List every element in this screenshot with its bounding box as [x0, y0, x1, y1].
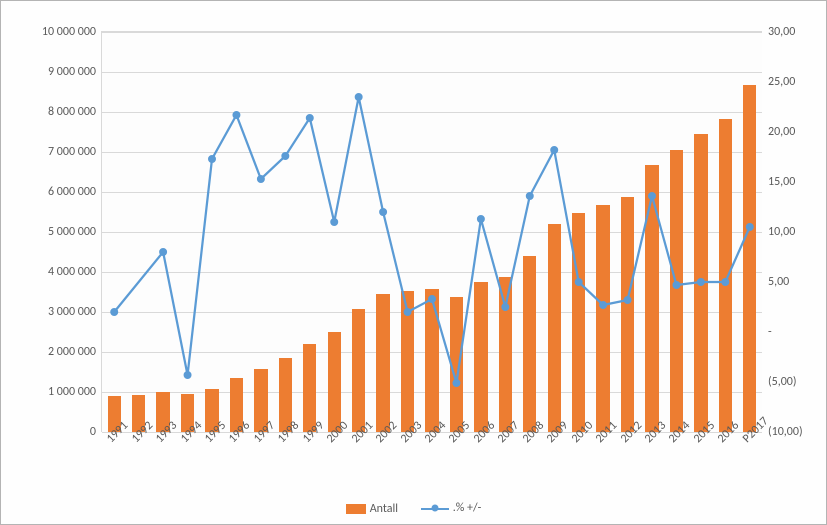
y-axis-left-tick: 8 000 000 — [16, 105, 102, 119]
legend-label-bar: Antall — [370, 502, 398, 516]
legend-item-bar: Antall — [346, 502, 398, 516]
y-axis-left-tick: 0 — [16, 425, 102, 439]
y-axis-right-tick: 5,00 — [762, 275, 827, 289]
y-axis-right-tick: 10,00 — [762, 225, 827, 239]
y-axis-right-tick: (10,00) — [762, 425, 827, 439]
legend-item-line: .% +/- — [421, 501, 482, 515]
y-axis-left-tick: 2 000 000 — [16, 345, 102, 359]
y-axis-left-tick: 7 000 000 — [16, 145, 102, 159]
legend-label-line: .% +/- — [453, 501, 482, 515]
legend-swatch-line — [421, 502, 449, 514]
y-axis-left-tick: 10 000 000 — [16, 25, 102, 39]
y-axis-left-tick: 5 000 000 — [16, 225, 102, 239]
y-axis-left-tick: 3 000 000 — [16, 305, 102, 319]
line-series — [102, 32, 762, 432]
legend-swatch-bar — [346, 504, 366, 514]
y-axis-left-tick: 4 000 000 — [16, 265, 102, 279]
y-axis-right-tick: (5,00) — [762, 375, 827, 389]
y-axis-right-tick: 20,00 — [762, 125, 827, 139]
y-axis-left-tick: 1 000 000 — [16, 385, 102, 399]
y-axis-left-tick: 9 000 000 — [16, 65, 102, 79]
chart-frame: 0 1 000 000 2 000 000 3 000 000 4 000 000 5 0… — [0, 0, 827, 525]
y-axis-right-tick: 30,00 — [762, 25, 827, 39]
y-axis-right-tick: 15,00 — [762, 175, 827, 189]
plot-area: 01 000 0002 000 0003 000 0004 000 0005 0… — [101, 31, 762, 432]
y-axis-right-tick: - — [762, 325, 827, 339]
legend: Antall .% +/- — [1, 501, 826, 518]
y-axis-left-tick: 6 000 000 — [16, 185, 102, 199]
y-axis-right-tick: 25,00 — [762, 75, 827, 89]
